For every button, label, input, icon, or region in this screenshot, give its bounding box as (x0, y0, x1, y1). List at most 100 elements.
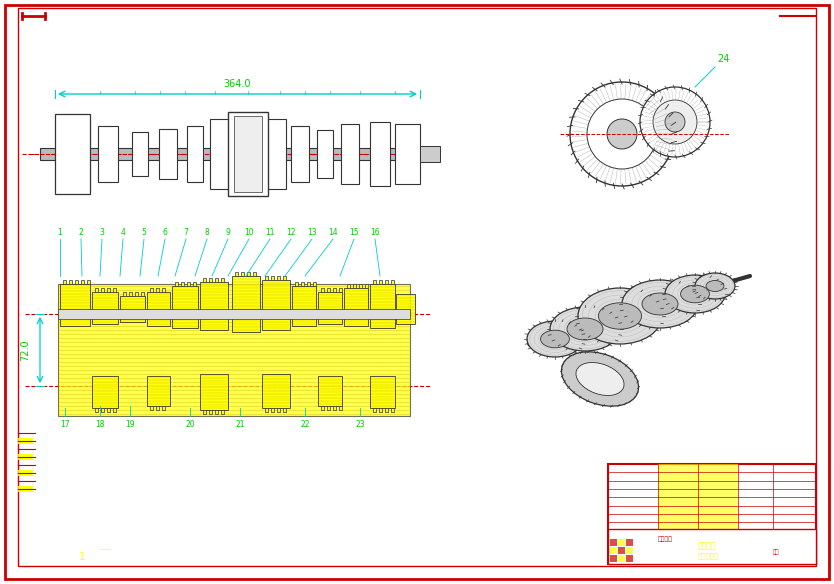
Circle shape (607, 119, 637, 149)
Text: 22: 22 (300, 420, 309, 429)
Bar (339, 288, 342, 292)
Bar (339, 406, 342, 410)
Ellipse shape (527, 321, 583, 357)
Bar (318, 376, 342, 406)
Bar (209, 410, 212, 414)
Bar (210, 119, 230, 189)
Bar (277, 408, 280, 412)
Bar (265, 408, 268, 412)
Bar (370, 122, 390, 186)
Bar (264, 119, 286, 189)
Bar (232, 276, 260, 332)
Text: 汽车五档: 汽车五档 (698, 541, 716, 551)
Bar (162, 406, 165, 410)
Bar (156, 288, 159, 292)
Bar (69, 280, 72, 284)
Bar (235, 116, 261, 192)
Bar (18, 454, 33, 460)
Bar (277, 276, 280, 280)
Bar (608, 529, 816, 564)
Bar (618, 547, 625, 554)
Bar (215, 410, 218, 414)
Bar (235, 272, 238, 276)
Bar (391, 280, 394, 284)
Bar (391, 408, 394, 412)
Bar (159, 129, 177, 179)
Text: 11: 11 (265, 228, 274, 237)
Bar (373, 280, 376, 284)
Text: 72.0: 72.0 (20, 339, 30, 361)
Bar (271, 408, 274, 412)
Bar (162, 288, 165, 292)
Bar (209, 278, 212, 282)
Bar (120, 296, 145, 322)
Bar (87, 280, 90, 284)
Bar (81, 280, 84, 284)
Bar (318, 292, 342, 324)
Text: 3: 3 (99, 228, 104, 237)
Text: ----: ---- (100, 545, 112, 554)
Bar (147, 292, 170, 326)
Bar (618, 539, 625, 546)
Bar (291, 126, 309, 182)
Bar (101, 408, 104, 412)
Bar (141, 292, 144, 296)
Bar (370, 284, 395, 328)
Bar (295, 282, 298, 286)
Bar (321, 406, 324, 410)
Bar (228, 112, 268, 196)
Bar (301, 282, 304, 286)
Bar (283, 276, 286, 280)
Text: 10: 10 (244, 228, 254, 237)
Circle shape (587, 99, 657, 169)
Bar (187, 282, 190, 286)
Bar (129, 292, 132, 296)
Bar (58, 284, 410, 416)
Bar (215, 278, 218, 282)
Text: 5: 5 (142, 228, 147, 237)
Bar (395, 124, 420, 184)
Bar (200, 374, 228, 410)
Text: 12: 12 (286, 228, 296, 237)
Bar (147, 376, 170, 406)
Ellipse shape (642, 293, 678, 315)
Bar (262, 374, 290, 408)
Bar (200, 282, 228, 330)
Bar (221, 278, 224, 282)
Ellipse shape (540, 330, 570, 348)
Bar (370, 376, 395, 408)
Bar (18, 486, 33, 492)
Bar (359, 284, 362, 288)
Bar (262, 280, 290, 330)
Bar (150, 406, 153, 410)
Bar (292, 286, 316, 326)
Bar (347, 284, 350, 288)
Text: ----: ---- (28, 8, 38, 14)
Ellipse shape (578, 288, 662, 344)
Ellipse shape (695, 273, 735, 299)
Bar (317, 130, 333, 178)
Text: 21: 21 (235, 420, 244, 429)
Ellipse shape (665, 275, 725, 313)
Bar (58, 309, 410, 319)
Text: 20: 20 (185, 420, 195, 429)
Circle shape (640, 87, 710, 157)
Bar (373, 408, 376, 412)
Bar (365, 284, 368, 288)
Bar (618, 555, 625, 562)
Bar (123, 292, 126, 296)
Text: 364.0: 364.0 (224, 79, 251, 89)
Text: 1: 1 (79, 552, 85, 562)
Bar (175, 282, 178, 286)
Bar (18, 470, 33, 476)
Bar (327, 406, 330, 410)
Bar (626, 555, 633, 562)
Text: 14: 14 (329, 228, 338, 237)
Bar (399, 130, 417, 178)
Bar (265, 276, 268, 280)
Bar (307, 282, 310, 286)
Ellipse shape (706, 280, 724, 291)
Bar (247, 272, 250, 276)
Bar (610, 555, 617, 562)
Circle shape (665, 112, 685, 132)
